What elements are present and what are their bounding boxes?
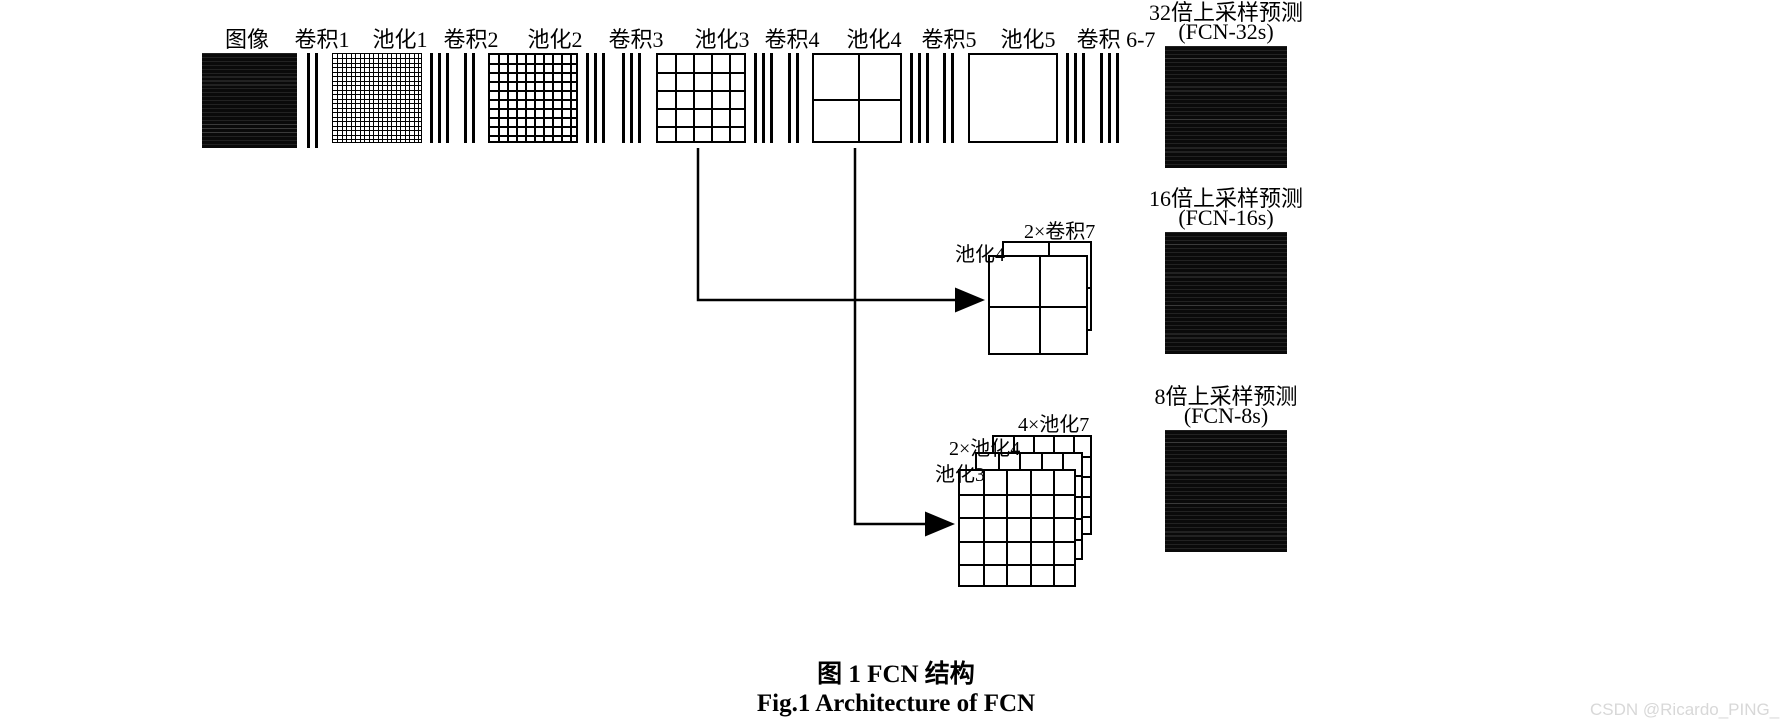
- feature-grid: [988, 255, 1088, 355]
- conv-bars: [1100, 53, 1119, 143]
- conv-bars: [754, 53, 773, 143]
- feature-grid: [812, 53, 902, 143]
- prediction-sublabel: (FCN-16s): [1145, 205, 1307, 231]
- fusion-label: 4×池化7: [1018, 408, 1089, 437]
- fcn-architecture-diagram: 图像卷积1池化1卷积2池化2卷积3池化3卷积4池化4卷积5池化5卷积 6-732…: [0, 0, 1792, 726]
- conv-bars: [1066, 53, 1085, 143]
- feature-grid: [488, 53, 578, 143]
- fusion-label: 2×卷积7: [1024, 215, 1095, 244]
- fusion-label: 池化3: [935, 458, 985, 487]
- feature-grid: [332, 53, 422, 143]
- prediction-sublabel: (FCN-8s): [1145, 403, 1307, 429]
- conv-bars: [307, 53, 318, 148]
- conv-bars: [788, 53, 799, 143]
- prediction-sublabel: (FCN-32s): [1145, 19, 1307, 45]
- figure-caption: Fig.1 Architecture of FCN: [0, 690, 1792, 718]
- dense-block: [1165, 46, 1287, 168]
- feature-grid: [656, 53, 746, 143]
- figure-caption: 图 1 FCN 结构: [0, 654, 1792, 690]
- fusion-label: 池化4: [955, 238, 1005, 267]
- conv-bars: [943, 53, 954, 143]
- fusion-label: 2×池化4: [949, 432, 1020, 461]
- conv-bars: [430, 53, 449, 143]
- conv-bars: [910, 53, 929, 143]
- dense-block: [202, 53, 297, 148]
- dense-block: [1165, 232, 1287, 354]
- conv-bars: [622, 53, 641, 143]
- skip-arrow: [698, 148, 980, 300]
- conv-bars: [586, 53, 605, 143]
- conv-bars: [464, 53, 475, 143]
- watermark: CSDN @Ricardo_PING_: [1590, 700, 1779, 720]
- dense-block: [1165, 430, 1287, 552]
- feature-grid: [968, 53, 1058, 143]
